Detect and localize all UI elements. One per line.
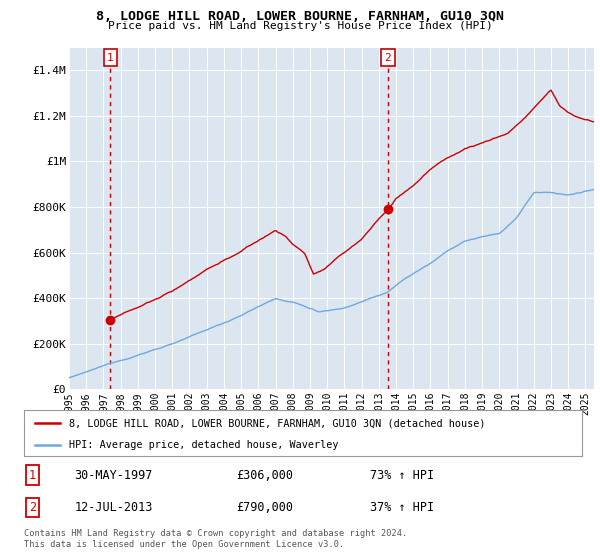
Text: 12-JUL-2013: 12-JUL-2013 [74,501,152,514]
Text: 1: 1 [29,469,36,482]
Text: £790,000: £790,000 [236,501,293,514]
Text: 8, LODGE HILL ROAD, LOWER BOURNE, FARNHAM, GU10 3QN: 8, LODGE HILL ROAD, LOWER BOURNE, FARNHA… [96,10,504,22]
Text: Contains HM Land Registry data © Crown copyright and database right 2024.
This d: Contains HM Land Registry data © Crown c… [24,529,407,549]
Text: 8, LODGE HILL ROAD, LOWER BOURNE, FARNHAM, GU10 3QN (detached house): 8, LODGE HILL ROAD, LOWER BOURNE, FARNHA… [68,418,485,428]
Text: 37% ↑ HPI: 37% ↑ HPI [370,501,434,514]
Text: 2: 2 [29,501,36,514]
Text: Price paid vs. HM Land Registry's House Price Index (HPI): Price paid vs. HM Land Registry's House … [107,21,493,31]
Text: 30-MAY-1997: 30-MAY-1997 [74,469,152,482]
Text: HPI: Average price, detached house, Waverley: HPI: Average price, detached house, Wave… [68,440,338,450]
Text: 1: 1 [107,53,114,63]
Text: 73% ↑ HPI: 73% ↑ HPI [370,469,434,482]
Text: £306,000: £306,000 [236,469,293,482]
Text: 2: 2 [385,53,391,63]
